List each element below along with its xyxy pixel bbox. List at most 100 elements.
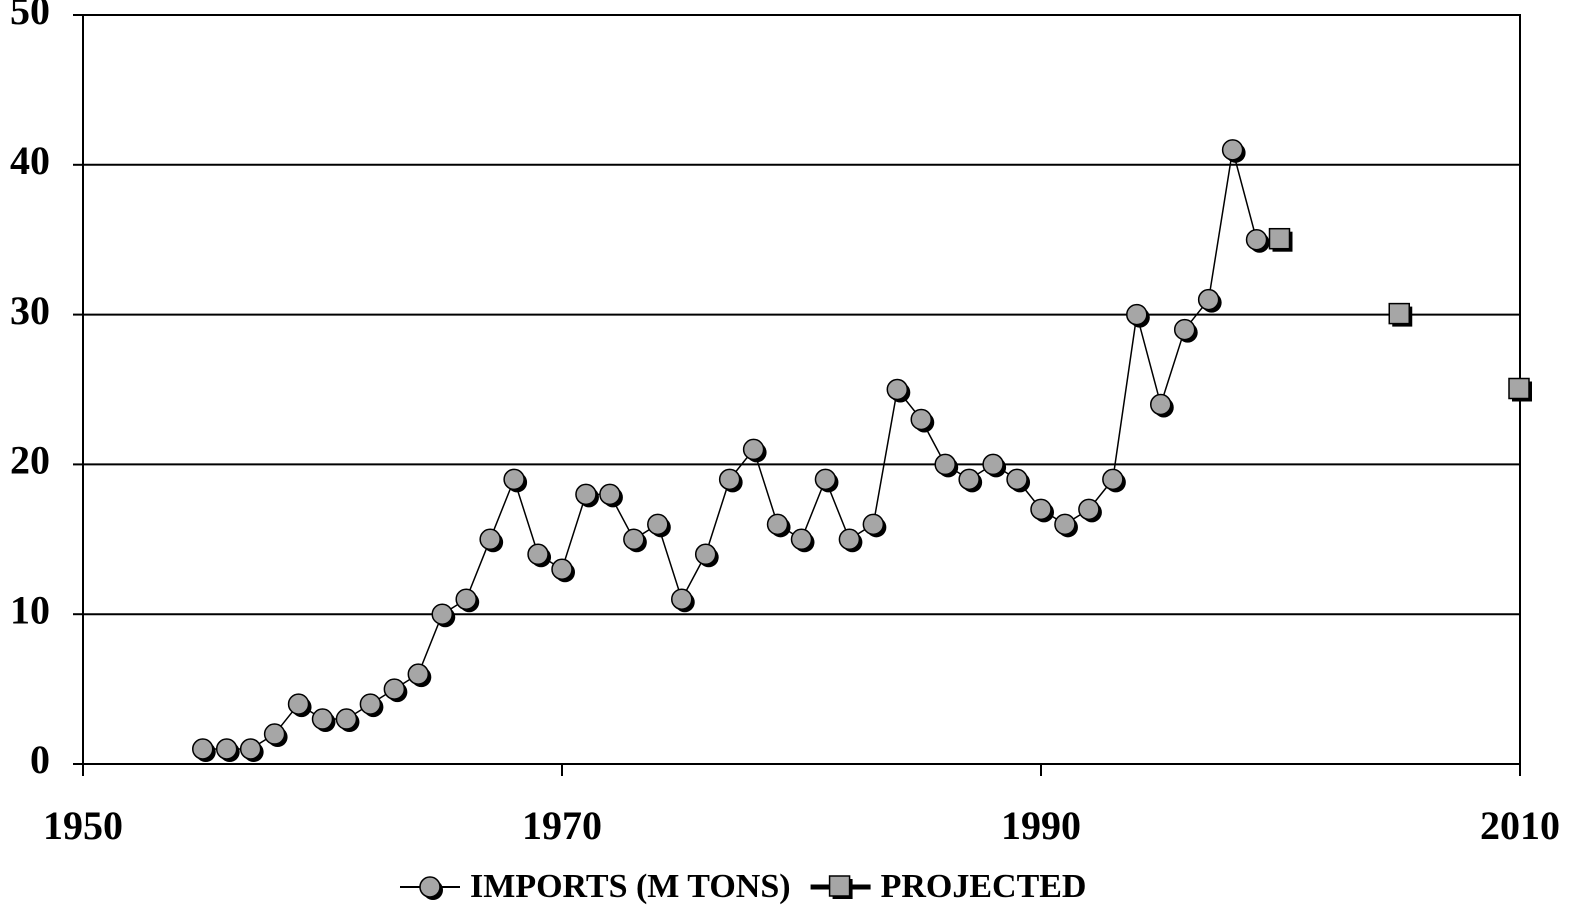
- x-tick-label: 1950: [43, 803, 123, 848]
- data-point: [742, 438, 767, 463]
- marker-face: [1054, 513, 1076, 536]
- data-point: [838, 528, 863, 553]
- data-point: [1245, 228, 1270, 253]
- data-point: [215, 738, 240, 763]
- data-point: [790, 528, 815, 553]
- x-tick-label: 2010: [1480, 803, 1560, 848]
- marker-face: [1078, 498, 1100, 521]
- data-point: [287, 693, 312, 718]
- marker-face: [1030, 498, 1052, 521]
- marker-face: [958, 468, 980, 491]
- marker-face: [828, 875, 851, 897]
- data-point: [335, 708, 360, 733]
- data-point: [1508, 377, 1532, 402]
- marker-face: [503, 468, 525, 491]
- data-point: [311, 708, 336, 733]
- marker-face: [1388, 302, 1410, 325]
- marker-face: [1006, 468, 1028, 491]
- marker-face: [718, 468, 741, 491]
- marker-face: [982, 453, 1004, 476]
- legend-marker: [828, 875, 853, 899]
- marker-face: [431, 603, 453, 625]
- marker-face: [287, 693, 310, 715]
- data-point: [192, 738, 216, 763]
- marker-face: [623, 528, 645, 551]
- marker-face: [814, 468, 837, 491]
- marker-face: [407, 663, 430, 685]
- marker-face: [1221, 139, 1244, 161]
- x-tick-label: 1970: [522, 803, 602, 848]
- y-tick-label: 0: [30, 737, 50, 782]
- marker-face: [1508, 377, 1530, 400]
- data-point: [479, 528, 504, 553]
- data-point: [1078, 498, 1102, 523]
- data-point: [359, 693, 384, 718]
- data-point: [1126, 303, 1150, 328]
- marker-face: [742, 438, 765, 461]
- data-point: [1030, 498, 1054, 523]
- marker-face: [527, 543, 549, 566]
- y-tick-label: 30: [10, 288, 50, 333]
- data-point: [263, 723, 288, 748]
- y-tick-label: 10: [10, 587, 50, 632]
- marker-face: [419, 876, 441, 898]
- data-point: [718, 468, 743, 493]
- marker-face: [766, 513, 789, 536]
- data-point: [814, 468, 839, 493]
- marker-face: [1245, 228, 1268, 251]
- marker-face: [1126, 303, 1148, 326]
- y-tick-label: 40: [10, 138, 50, 183]
- marker-face: [215, 738, 238, 760]
- data-point: [623, 528, 647, 553]
- marker-face: [192, 738, 214, 760]
- data-point: [766, 513, 791, 538]
- data-point: [431, 603, 456, 628]
- marker-face: [886, 378, 909, 401]
- series-line: [202, 149, 1258, 750]
- marker-face: [335, 708, 358, 730]
- data-point: [671, 588, 695, 613]
- marker-face: [311, 708, 334, 730]
- marker-face: [1102, 468, 1124, 491]
- data-point: [934, 453, 959, 478]
- data-point: [1388, 302, 1413, 327]
- marker-face: [551, 558, 573, 581]
- marker-face: [934, 453, 956, 476]
- marker-face: [263, 723, 286, 745]
- marker-face: [671, 588, 693, 610]
- data-point: [239, 738, 264, 763]
- data-point: [1054, 513, 1078, 538]
- data-point: [575, 483, 599, 508]
- data-point: [862, 513, 887, 538]
- data-point: [1006, 468, 1031, 493]
- marker-face: [479, 528, 501, 551]
- marker-face: [910, 408, 932, 431]
- marker-face: [599, 483, 621, 506]
- data-point: [1102, 468, 1126, 493]
- marker-face: [862, 513, 885, 536]
- marker-face: [838, 528, 861, 551]
- data-point: [599, 483, 623, 508]
- x-tick-label: 1990: [1001, 803, 1081, 848]
- data-point: [407, 663, 432, 688]
- data-point: [886, 378, 911, 403]
- y-tick-label: 20: [10, 438, 50, 483]
- data-point: [647, 513, 671, 538]
- data-point: [1173, 318, 1198, 343]
- data-point: [455, 588, 480, 613]
- y-tick-label: 50: [10, 0, 50, 33]
- marker-face: [1197, 288, 1220, 311]
- data-point: [1197, 288, 1222, 313]
- legend-label: IMPORTS (M TONS): [470, 868, 791, 905]
- legend-label: PROJECTED: [881, 868, 1087, 905]
- data-point: [383, 678, 408, 703]
- data-point: [982, 453, 1007, 478]
- marker-face: [1268, 227, 1291, 250]
- data-point: [1268, 227, 1293, 252]
- data-point: [1221, 139, 1246, 163]
- data-point: [551, 558, 575, 583]
- data-point: [910, 408, 935, 433]
- marker-face: [694, 543, 717, 566]
- marker-face: [647, 513, 669, 536]
